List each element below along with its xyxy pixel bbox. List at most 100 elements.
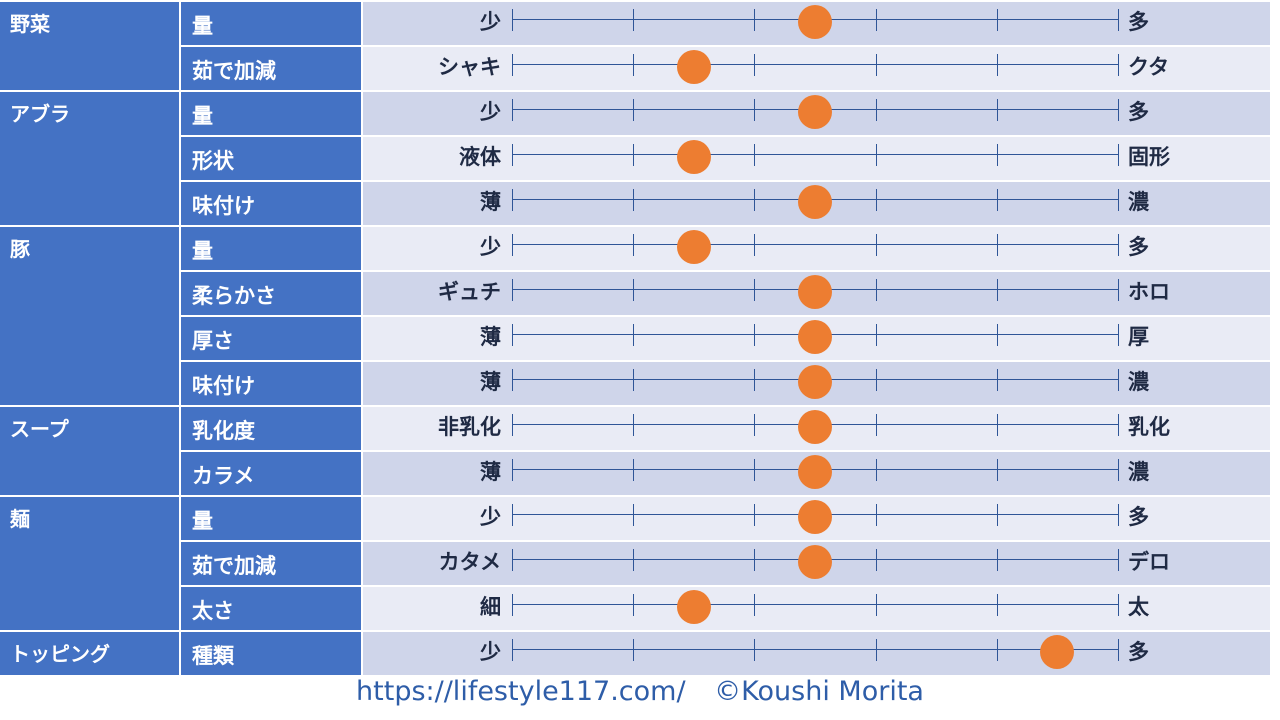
- scale-tick: [997, 594, 998, 616]
- scale-tick: [512, 459, 513, 481]
- scale-cell: [363, 585, 1270, 630]
- scale-tick: [512, 594, 513, 616]
- scale-tick: [633, 504, 634, 526]
- scale-tick: [754, 144, 755, 166]
- scale-track: [512, 244, 1118, 245]
- scale-tick: [754, 54, 755, 76]
- scale-high-label: 多: [1128, 235, 1149, 259]
- attribute-cell: 味付け: [181, 360, 361, 405]
- level-marker: [798, 5, 832, 39]
- scale-tick: [997, 279, 998, 301]
- scale-tick: [997, 54, 998, 76]
- category-cell: [0, 585, 179, 630]
- scale-low-label: 少: [480, 505, 501, 529]
- scale-track: [512, 604, 1118, 605]
- scale-tick: [997, 414, 998, 436]
- scale-tick: [754, 99, 755, 121]
- attribute-cell: 味付け: [181, 180, 361, 225]
- scale-tick: [1118, 594, 1119, 616]
- scale-high-label: 濃: [1128, 190, 1149, 214]
- category-cell: [0, 360, 179, 405]
- scale-tick: [997, 369, 998, 391]
- scale-high-label: 乳化: [1128, 415, 1170, 439]
- scale-low-label: 少: [480, 235, 501, 259]
- scale-tick: [876, 234, 877, 256]
- scale-tick: [997, 504, 998, 526]
- scale-tick: [633, 459, 634, 481]
- scale-low-label: 液体: [459, 145, 501, 169]
- scale-tick: [754, 414, 755, 436]
- category-cell: [0, 315, 179, 360]
- category-cell: [0, 540, 179, 585]
- scale-tick: [512, 414, 513, 436]
- scale-low-label: 少: [480, 100, 501, 124]
- level-marker: [677, 590, 711, 624]
- level-marker: [677, 230, 711, 264]
- scale-tick: [633, 189, 634, 211]
- scale-tick: [512, 54, 513, 76]
- table-row: 形状 液体 固形: [0, 135, 1270, 180]
- category-cell: [0, 180, 179, 225]
- scale-tick: [876, 414, 877, 436]
- table-row: 茹で加減 シャキ クタ: [0, 45, 1270, 90]
- table-row: 味付け 薄 濃: [0, 180, 1270, 225]
- scale-low-label: 少: [480, 10, 501, 34]
- scale-tick: [1118, 459, 1119, 481]
- scale-tick: [876, 459, 877, 481]
- scale-tick: [876, 324, 877, 346]
- scale-tick: [876, 549, 877, 571]
- scale-low-label: ギュチ: [438, 280, 501, 304]
- attribute-cell: 茹で加減: [181, 540, 361, 585]
- scale-tick: [1118, 189, 1119, 211]
- level-marker: [677, 140, 711, 174]
- attribute-cell: 量: [181, 495, 361, 540]
- level-marker: [1040, 635, 1074, 669]
- scale-high-label: クタ: [1128, 55, 1170, 79]
- scale-tick: [876, 189, 877, 211]
- scale-tick: [754, 369, 755, 391]
- attribute-cell: 乳化度: [181, 405, 361, 450]
- scale-low-label: 薄: [480, 190, 501, 214]
- scale-high-label: 多: [1128, 640, 1149, 664]
- scale-tick: [1118, 549, 1119, 571]
- scale-tick: [1118, 54, 1119, 76]
- scale-tick: [512, 324, 513, 346]
- attribute-cell: 種類: [181, 630, 361, 675]
- scale-tick: [754, 279, 755, 301]
- scale-tick: [512, 144, 513, 166]
- table-row: 茹で加減 カタメ デロ: [0, 540, 1270, 585]
- scale-tick: [512, 549, 513, 571]
- attribute-cell: カラメ: [181, 450, 361, 495]
- table-row: 麺量 少 多: [0, 495, 1270, 540]
- category-cell: トッピング: [0, 630, 179, 675]
- scale-tick: [633, 324, 634, 346]
- scale-high-label: 太: [1128, 595, 1149, 619]
- scale-tick: [1118, 324, 1119, 346]
- scale-tick: [997, 234, 998, 256]
- scale-tick: [876, 144, 877, 166]
- scale-low-label: シャキ: [438, 55, 501, 79]
- attribute-cell: 量: [181, 0, 361, 45]
- scale-tick: [754, 189, 755, 211]
- attribute-cell: 量: [181, 225, 361, 270]
- table-row: 厚さ 薄 厚: [0, 315, 1270, 360]
- scale-tick: [633, 54, 634, 76]
- category-cell: [0, 135, 179, 180]
- scale-high-label: 多: [1128, 100, 1149, 124]
- scale-tick: [876, 639, 877, 661]
- level-marker: [798, 95, 832, 129]
- scale-tick: [754, 459, 755, 481]
- scale-low-label: 少: [480, 640, 501, 664]
- scale-tick: [1118, 369, 1119, 391]
- scale-low-label: カタメ: [438, 550, 501, 574]
- scale-tick: [754, 324, 755, 346]
- level-marker: [798, 410, 832, 444]
- level-marker: [798, 320, 832, 354]
- scale-high-label: デロ: [1128, 550, 1170, 574]
- scale-tick: [876, 99, 877, 121]
- footer-url[interactable]: https://lifestyle117.com/: [356, 676, 686, 707]
- scale-tick: [633, 9, 634, 31]
- scale-high-label: 濃: [1128, 370, 1149, 394]
- scale-low-label: 非乳化: [438, 415, 501, 439]
- scale-tick: [633, 594, 634, 616]
